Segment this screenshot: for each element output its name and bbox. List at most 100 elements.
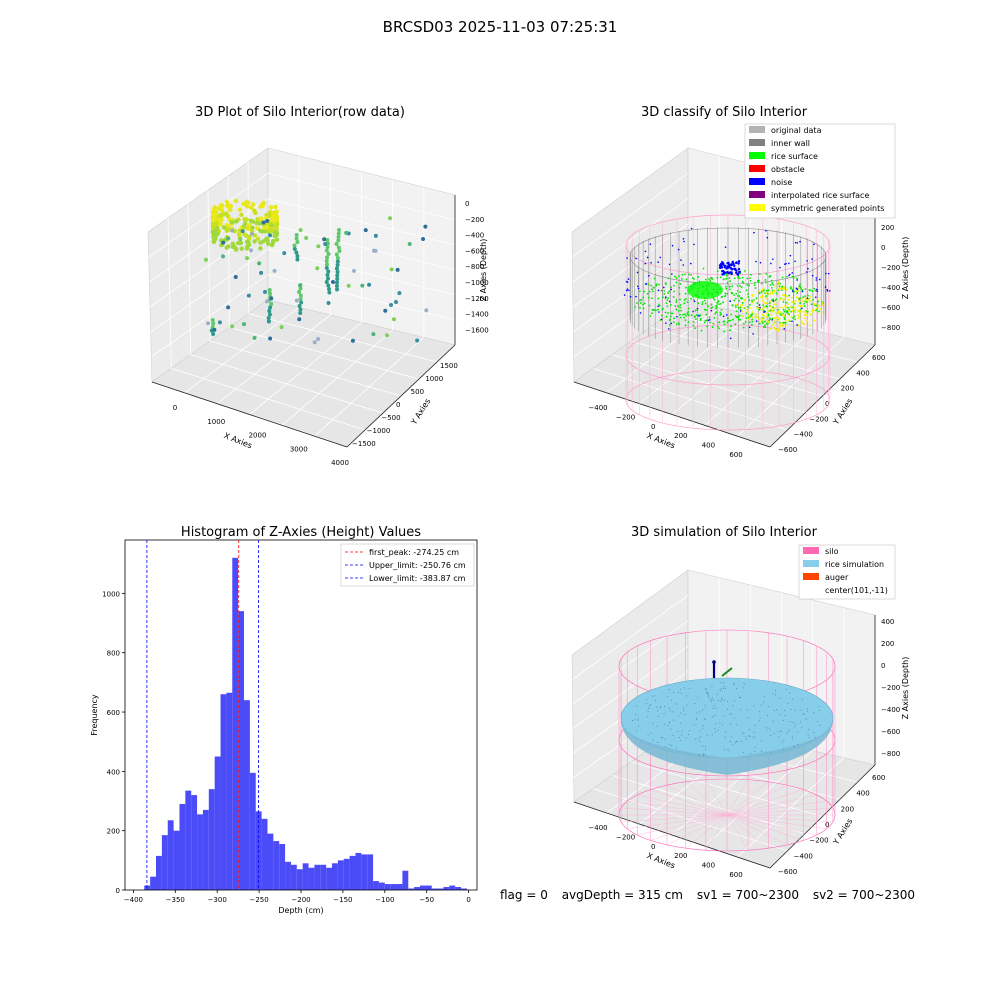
classify-rice-point — [636, 302, 638, 304]
simulation-rice-texture — [713, 705, 715, 707]
classify-rice-point — [697, 276, 700, 278]
classify-symmetric-point — [773, 326, 776, 329]
classify-rice-point — [657, 308, 659, 311]
classify-rice-point — [807, 294, 809, 297]
simulation-rice-texture — [794, 723, 796, 725]
histogram-x-tick-label: −400 — [124, 896, 143, 904]
classify-rice-point — [806, 311, 809, 313]
raw-ring-point — [260, 202, 265, 207]
classify-rice-point — [815, 309, 818, 312]
classify-rice-point — [705, 309, 708, 312]
classify-noise-cluster-point — [738, 271, 741, 274]
classify-rice-point — [694, 327, 696, 329]
classify-symmetric-point — [778, 306, 781, 309]
classify-rice-point — [791, 288, 794, 291]
classify-symmetric-point — [773, 321, 776, 324]
classify-legend-swatch — [749, 191, 765, 198]
simulation-rice-texture — [816, 721, 818, 723]
simulation-rice-texture — [723, 699, 725, 701]
classify-noise-cluster-point — [719, 264, 723, 267]
classify-symmetric-point — [759, 296, 762, 299]
classify-rice-point — [736, 284, 739, 287]
raw-ring-point — [264, 224, 270, 230]
classify-rice-point — [782, 321, 784, 324]
classify-noise-point — [677, 248, 680, 251]
simulation-rice-texture — [715, 731, 717, 733]
simulation-rice-texture — [667, 724, 669, 726]
raw-scatter-point — [212, 327, 217, 332]
classify-rice-point — [705, 313, 708, 316]
raw-column-point — [295, 257, 300, 262]
simulation-rice-texture — [699, 711, 701, 713]
classify-symmetric-point — [785, 288, 788, 291]
classify-rice-point — [642, 307, 645, 310]
simulation-rice-texture — [775, 689, 777, 691]
simulation-rice-texture — [634, 719, 636, 721]
raw-ring-point — [228, 203, 234, 209]
classify-rice-point — [788, 294, 791, 297]
simulation-rice-texture — [672, 691, 674, 693]
simulation-rice-texture — [705, 749, 707, 751]
simulation-rice-texture — [656, 706, 658, 708]
classify-noise-point — [722, 315, 725, 318]
classify-rice-point — [692, 324, 695, 327]
histogram-x-axis-label: Depth (cm) — [278, 906, 323, 915]
raw-column-point — [266, 319, 271, 324]
simulation-legend-label: center(101,-11) — [825, 586, 888, 595]
histogram-bar — [202, 809, 209, 890]
classify-rice-point — [762, 326, 765, 328]
simulation-rice-texture — [730, 723, 732, 725]
classify-rice-point — [718, 321, 721, 324]
simulation-rice-texture — [724, 748, 726, 750]
classify-noise-point — [670, 322, 673, 325]
simulation-silo-floor-wire — [726, 814, 817, 836]
raw-ring-point — [269, 242, 275, 248]
simulation-rice-texture — [792, 738, 794, 740]
simulation-y-axis-label: Y Axies — [831, 817, 855, 847]
raw-grid — [314, 337, 425, 437]
classify-noise-point — [644, 262, 647, 265]
simulation-silo-floor-wire — [726, 814, 833, 823]
classify-rice-point — [660, 314, 663, 317]
raw-scatter-point — [245, 256, 250, 261]
classify-symmetric-point — [761, 308, 764, 311]
classify-rice-point — [639, 307, 641, 309]
classify-noise-point — [792, 290, 794, 292]
raw-ring-point — [211, 206, 217, 212]
classify-z-tick-label: 200 — [881, 224, 894, 232]
simulation-rice-texture — [818, 706, 820, 708]
classify-rice-point — [728, 277, 731, 279]
raw-scatter-point — [387, 216, 392, 221]
classify-rice-point — [756, 279, 759, 282]
classify-symmetric-point — [801, 305, 804, 308]
histogram-x-tick-label: 0 — [466, 896, 470, 904]
raw-ring-point — [233, 198, 239, 204]
simulation-rice-texture — [672, 734, 674, 736]
classify-rice-point — [690, 297, 692, 300]
classify-z-axis-label: Z Axies (Depth) — [901, 237, 910, 300]
histogram-bar — [232, 557, 239, 890]
simulation-grid — [572, 595, 689, 680]
classify-symmetric-point — [805, 313, 808, 316]
raw-ring-point — [244, 246, 250, 251]
raw-ring-point — [258, 240, 263, 245]
classify-noise-point — [724, 246, 727, 248]
simulation-rice-texture — [707, 692, 709, 694]
classify-rice-point — [789, 286, 792, 288]
classify-rice-point — [669, 303, 672, 306]
classify-symmetric-point — [809, 295, 812, 298]
classify-noise-cluster-point — [737, 260, 741, 263]
simulation-rice-texture — [754, 750, 756, 752]
simulation-rice-texture — [722, 687, 724, 689]
classify-symmetric-point — [780, 306, 783, 309]
classify-rice-point — [758, 292, 761, 295]
raw-column-point — [336, 235, 341, 239]
histogram-bar — [402, 870, 409, 890]
flag-text: flag = 0 — [500, 888, 548, 902]
raw-column-point — [292, 243, 297, 248]
raw-x-tick-label: 2000 — [249, 432, 267, 440]
classify-rice-point — [723, 323, 726, 326]
classify-noise-point — [658, 311, 660, 313]
raw-column-point — [298, 307, 303, 312]
classify-noise-point — [648, 275, 650, 277]
